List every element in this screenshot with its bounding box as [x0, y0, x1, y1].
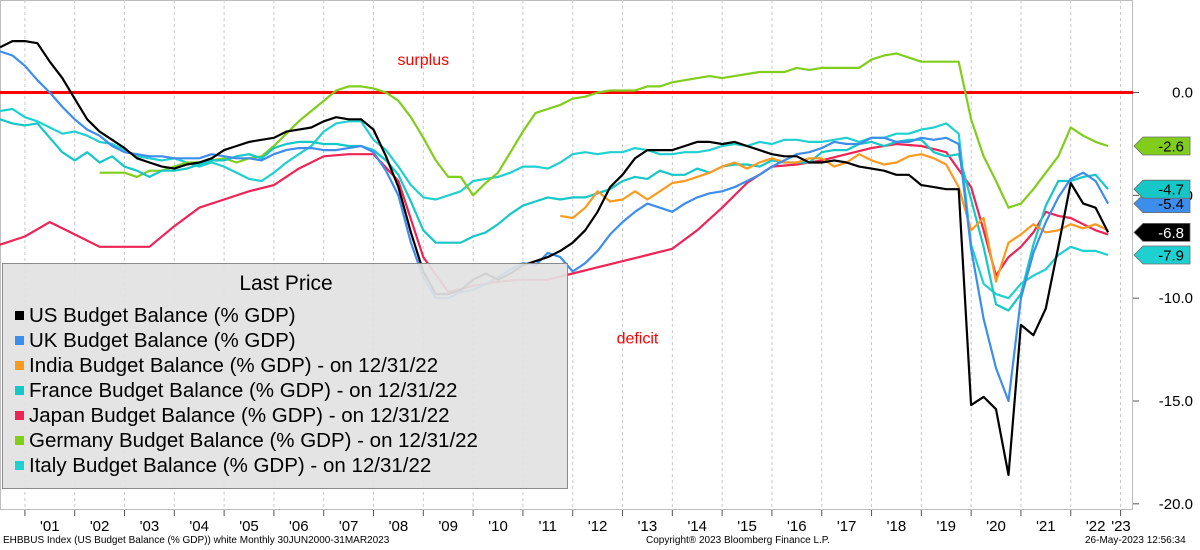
x-tick-label-2006: '06: [289, 518, 309, 535]
last-value-flag-bg-0: [1133, 222, 1191, 242]
legend-item-us: US Budget Balance (% GDP): [15, 303, 296, 328]
legend-swatch-italy: [15, 461, 24, 470]
legend-item-uk: UK Budget Balance (% GDP): [15, 328, 296, 353]
annotation-deficit: deficit: [617, 330, 659, 347]
last-value-label-1: -5.4: [1158, 196, 1184, 213]
legend: Last Price US Budget Balance (% GDP) UK …: [2, 263, 568, 489]
x-tick-label-2016: '16: [787, 518, 807, 535]
series-line-6: [0, 107, 1109, 300]
x-tick-label-2013: '13: [638, 518, 658, 535]
series-line-4: [0, 142, 1109, 294]
last-value-flag-bg-3: [1133, 179, 1191, 199]
series-line-2: [560, 153, 1109, 283]
x-tick-label-2021: '21: [1036, 518, 1056, 535]
footer-security-info: EHBBUS Index (US Budget Balance (% GDP))…: [3, 535, 390, 546]
x-tick-label-2008: '08: [389, 518, 409, 535]
legend-item-italy: Italy Budget Balance (% GDP) - on 12/31/…: [15, 453, 431, 478]
x-tick-label-2017: '17: [837, 518, 857, 535]
legend-swatch-uk: [15, 336, 24, 345]
last-value-label-3: -4.7: [1158, 182, 1184, 199]
x-tick-label-2018: '18: [887, 518, 907, 535]
legend-label-us: US Budget Balance (% GDP): [29, 303, 296, 327]
x-tick-label-2020: '20: [986, 518, 1006, 535]
legend-label-italy: Italy Budget Balance (% GDP) - on 12/31/…: [29, 453, 432, 477]
legend-item-india: India Budget Balance (% GDP) - on 12/31/…: [15, 353, 438, 378]
last-value-flag-bg-5: [1133, 136, 1191, 156]
legend-label-germany: Germany Budget Balance (% GDP) - on 12/3…: [29, 428, 478, 452]
legend-label-france: France Budget Balance (% GDP) - on 12/31…: [29, 378, 458, 402]
y-tick-label-3: -15.0: [1159, 393, 1193, 410]
x-tick-label-2011: '11: [539, 518, 557, 535]
last-value-label-5: -2.6: [1158, 139, 1184, 156]
last-value-flag-3: -4.7: [1133, 179, 1191, 199]
x-tick-label-2014: '14: [687, 518, 707, 535]
series-line-0: [0, 40, 1110, 477]
x-tick-label-2012: '12: [588, 518, 608, 535]
footer-timestamp: 26-May-2023 12:56:34: [1085, 535, 1186, 546]
x-tick-label-2002: '02: [90, 518, 110, 535]
legend-item-japan: Japan Budget Balance (% GDP) - on 12/31/…: [15, 403, 450, 428]
legend-item-germany: Germany Budget Balance (% GDP) - on 12/3…: [15, 428, 478, 453]
legend-label-india: India Budget Balance (% GDP) - on 12/31/…: [29, 353, 439, 377]
x-tick-label-2003: '03: [140, 518, 160, 535]
last-value-flag-bg-6: [1133, 245, 1191, 265]
x-tick-label-2009: '09: [438, 518, 458, 535]
legend-label-japan: Japan Budget Balance (% GDP) - on 12/31/…: [29, 403, 450, 427]
legend-swatch-france: [15, 386, 24, 395]
x-tick-label-2022: '22: [1086, 518, 1106, 535]
last-value-flag-0: -6.8: [1133, 222, 1191, 242]
x-tick-label-2023: '23: [1111, 518, 1131, 535]
footer-copyright: Copyright® 2023 Bloomberg Finance L.P.: [646, 535, 830, 546]
x-tick-label-2005: '05: [239, 518, 259, 535]
legend-title: Last Price: [239, 272, 333, 295]
legend-swatch-japan: [15, 411, 24, 420]
legend-swatch-germany: [15, 436, 24, 445]
x-tick-label-2007: '07: [339, 518, 359, 535]
legend-swatch-us: [15, 311, 24, 320]
last-value-flag-6: -7.9: [1133, 245, 1191, 265]
annotation-surplus: surplus: [398, 52, 450, 69]
series-line-3: [0, 118, 1109, 312]
last-value-label-0: -6.8: [1158, 225, 1184, 242]
series-line-5: [99, 52, 1109, 209]
legend-swatch-india: [15, 361, 24, 370]
legend-item-france: France Budget Balance (% GDP) - on 12/31…: [15, 378, 457, 403]
x-tick-label-2015: '15: [737, 518, 757, 535]
legend-label-uk: UK Budget Balance (% GDP): [29, 328, 296, 352]
x-tick-label-2004: '04: [189, 518, 209, 535]
y-tick-label-2: -10.0: [1159, 290, 1193, 307]
y-tick-label-0: 0.0: [1172, 85, 1193, 102]
last-value-flag-5: -2.6: [1133, 136, 1191, 156]
x-tick-label-2001: '01: [40, 518, 60, 535]
x-tick-label-2019: '19: [936, 518, 956, 535]
last-value-label-6: -7.9: [1158, 248, 1184, 265]
y-tick-label-4: -20.0: [1159, 496, 1193, 513]
x-tick-label-2010: '10: [488, 518, 508, 535]
